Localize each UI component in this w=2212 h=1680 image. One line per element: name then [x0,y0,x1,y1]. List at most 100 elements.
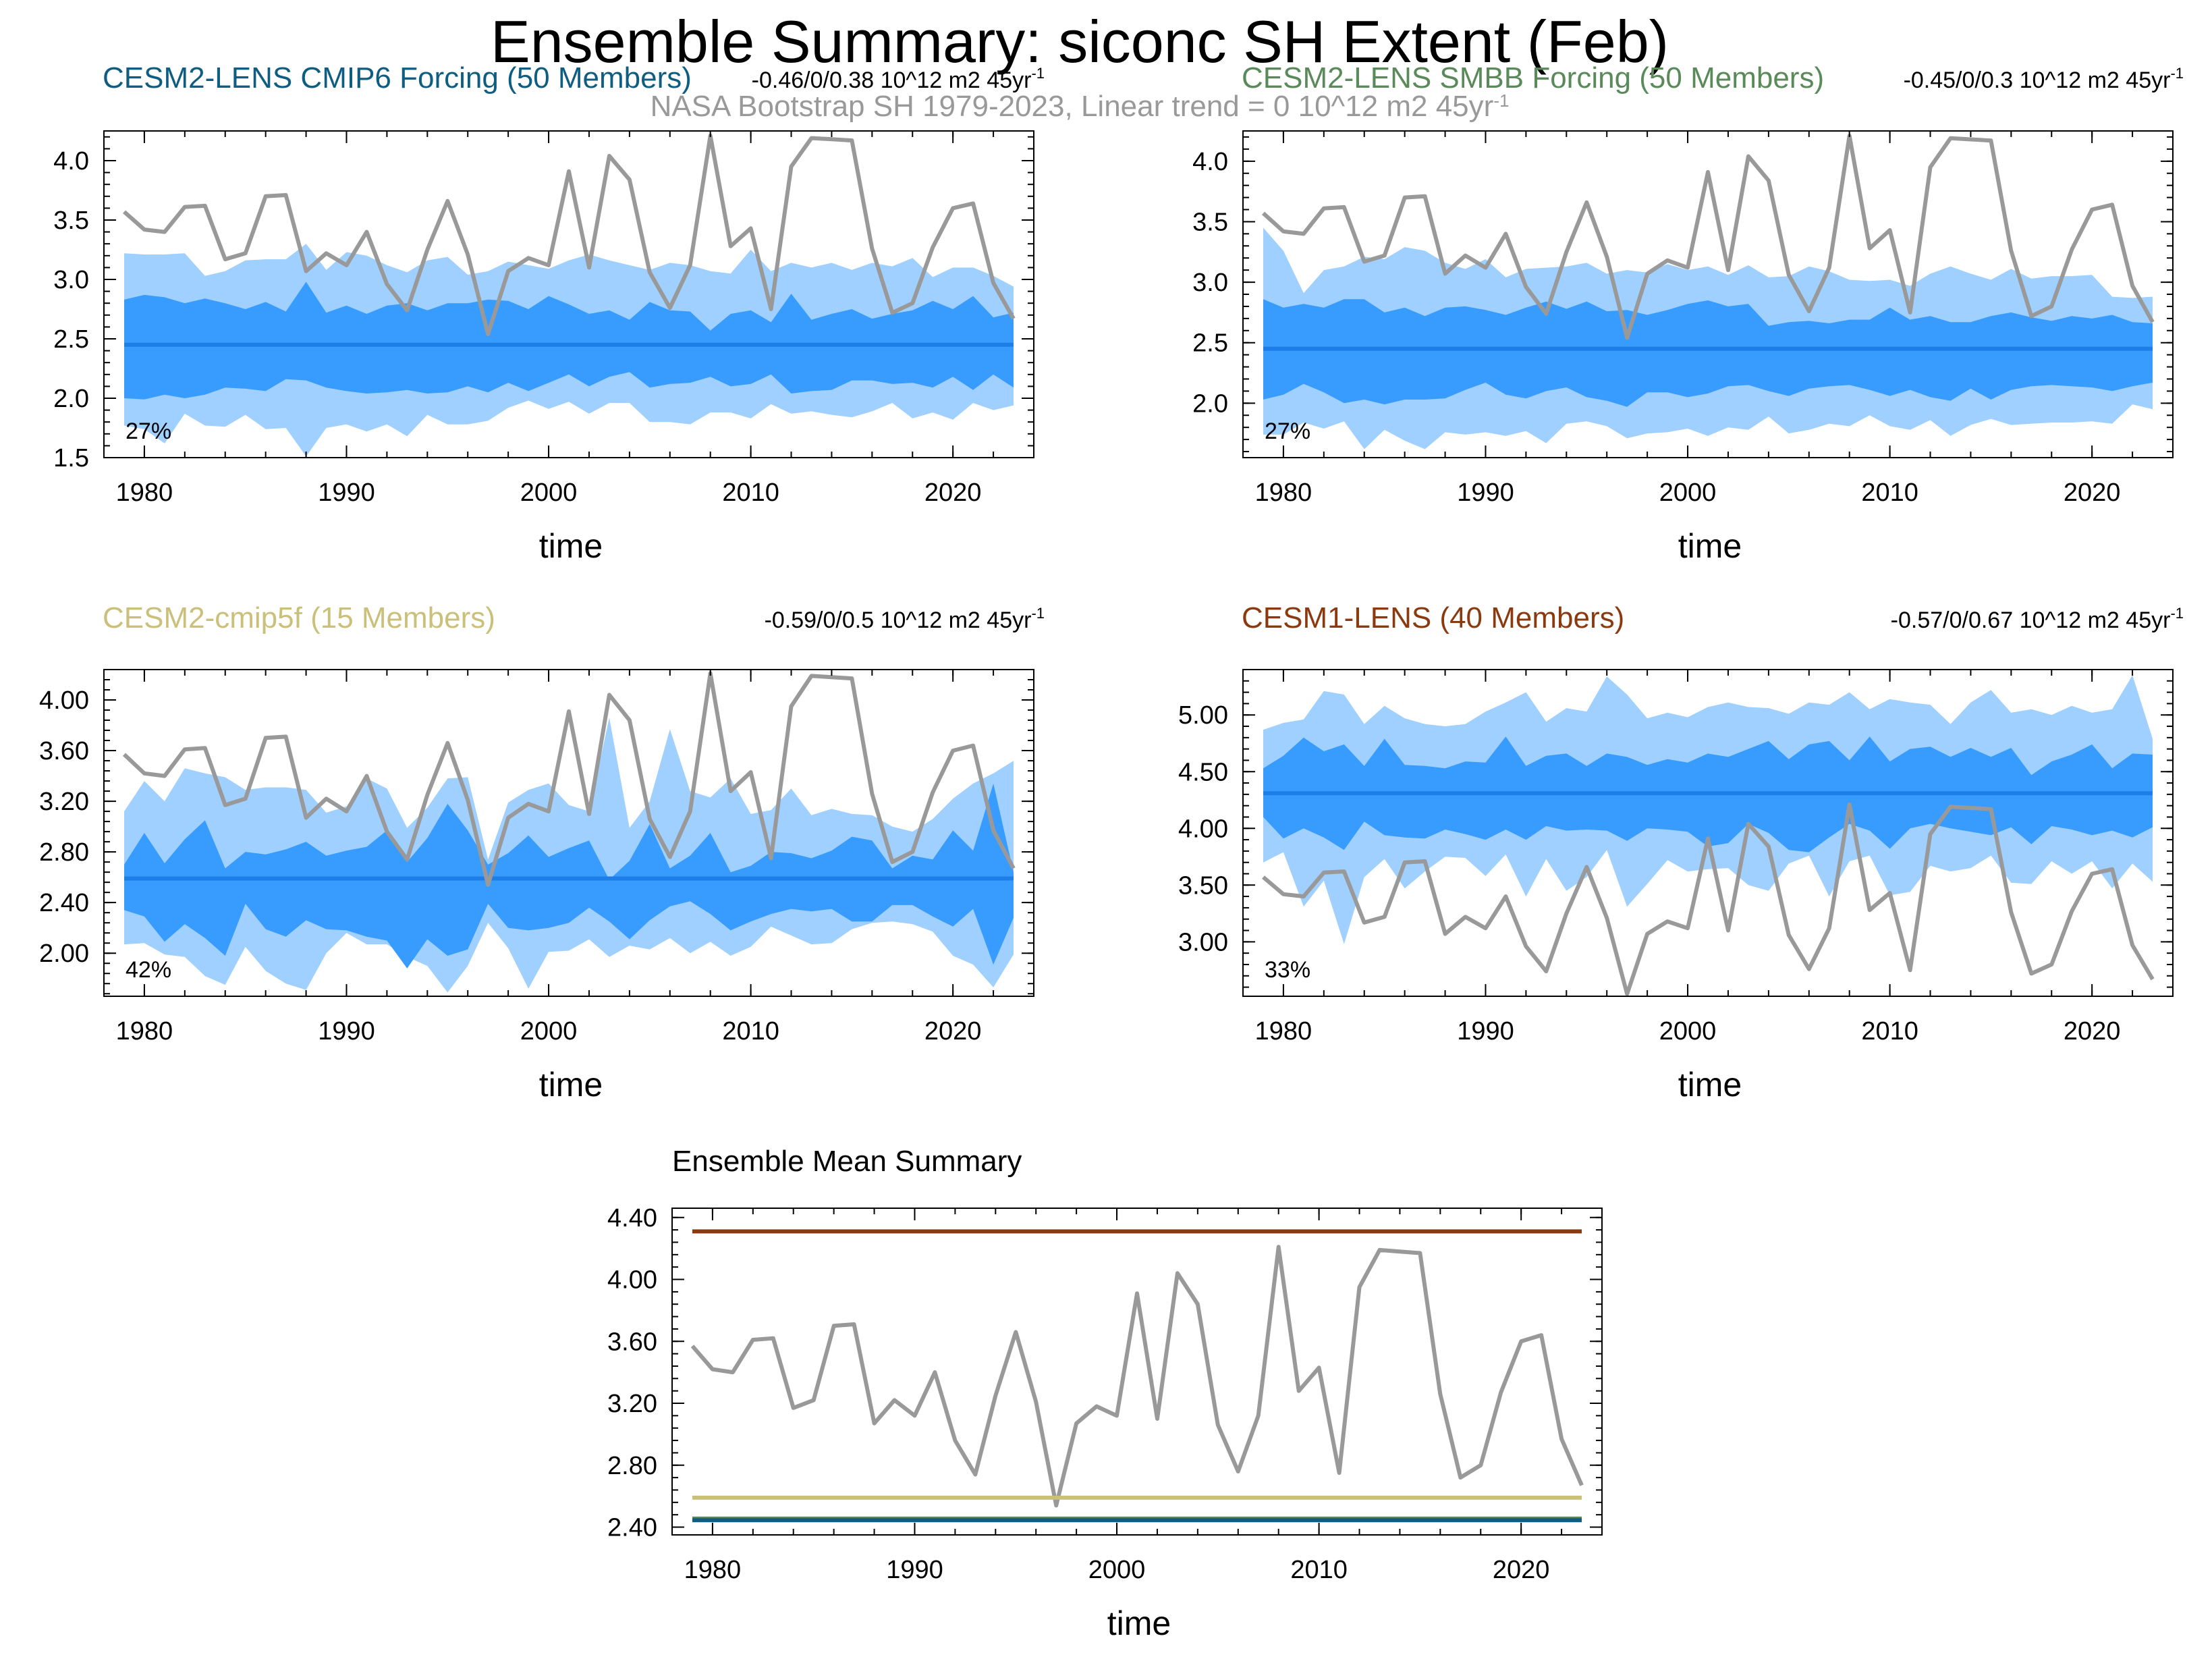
plot-area [122,671,1016,993]
percent-label: 27% [1265,418,1310,444]
x-tick-label: 2000 [1659,1017,1717,1046]
percent-label: 27% [126,418,171,444]
axis-ticks [103,670,1034,996]
main-title: Ensemble Summary: siconc SH Extent (Feb) [491,8,1669,75]
y-tick-label: 3.0 [53,266,89,294]
x-axis-label: time [1678,527,1742,565]
x-tick-label: 1980 [684,1556,742,1584]
y-tick-label: 5.00 [1178,701,1228,730]
chart-panel-3: 1980 1990 2000 2010 2020 2.00 2.40 2.80 3.20 3.60… [39,601,1045,1104]
y-tick-label: 1.5 [53,444,89,472]
x-axis-label: time [1107,1604,1171,1642]
x-tick-label: 2010 [722,1017,779,1046]
y-tick-label: 4.00 [607,1266,657,1295]
trend-label: -0.59/0/0.5 10^12 m2 45yr-1 [765,605,1045,633]
plot-frame [671,1208,1603,1536]
panel-title: CESM1-LENS (40 Members) [1242,601,1624,634]
observations-subtitle: NASA Bootstrap SH 1979-2023, Linear tren… [651,90,1510,123]
axis-ticks [1242,669,2174,996]
y-tick-label: 3.50 [1178,871,1228,900]
x-tick-label: 2010 [1861,479,1918,507]
panel-title: Ensemble Mean Summary [672,1145,1022,1178]
series-line-1 [690,1245,1584,1508]
observations-line [123,134,1016,336]
observations-line [122,671,1016,887]
plot-area [1262,675,2155,996]
x-axis-label: time [1678,1066,1742,1104]
x-tick-label: 1990 [1457,479,1514,507]
y-tick-label: 2.0 [53,385,89,413]
x-tick-label: 2020 [2064,1017,2121,1046]
x-tick-label: 2000 [1088,1556,1146,1584]
x-tick-label: 2020 [2064,479,2121,507]
panel-title: CESM2-LENS CMIP6 Forcing (50 Members) [103,61,692,94]
axis-ticks [1242,131,2174,458]
y-tick-label: 2.80 [39,838,89,867]
x-tick-label: 1990 [318,1017,375,1046]
x-tick-label: 2010 [1861,1017,1918,1046]
y-tick-label: 2.80 [607,1452,657,1480]
y-tick-label: 3.00 [1178,928,1228,956]
y-tick-label: 3.60 [39,737,89,765]
percent-label: 42% [126,957,171,983]
trend-label: -0.46/0/0.38 10^12 m2 45yr-1 [752,65,1045,93]
obs-trend-label: NASA Bootstrap SH 1979-2023, Linear tren… [651,90,1510,123]
x-tick-label: 1980 [116,1017,173,1046]
y-tick-label: 4.50 [1178,758,1228,786]
x-tick-label: 2010 [722,479,779,507]
observations-line [1261,134,2155,340]
y-tick-label: 3.5 [53,207,89,235]
x-tick-label: 2000 [520,1017,578,1046]
y-tick-label: 2.40 [39,889,89,917]
trend-label: -0.57/0/0.67 10^12 m2 45yr-1 [1891,605,2184,633]
y-tick-label: 2.5 [53,325,89,354]
x-tick-label: 1990 [318,479,375,507]
y-tick-label: 4.40 [607,1204,657,1232]
x-axis-label: time [539,527,603,565]
y-tick-label: 2.00 [39,940,89,968]
x-tick-label: 1980 [116,479,173,507]
chart-panel-4: 1980 1990 2000 2010 2020 3.00 3.50 4.00 4.50 5.00… [1178,601,2184,1104]
panel-title: CESM2-LENS SMBB Forcing (50 Members) [1242,61,1824,94]
x-tick-label: 1990 [886,1556,943,1584]
x-tick-label: 2000 [1659,479,1717,507]
y-tick-label: 3.20 [39,788,89,816]
inner-range-band [124,281,1014,400]
y-tick-label: 2.40 [607,1514,657,1542]
chart-panel-2: 1980 1990 2000 2010 2020 2.0 2.5 3.0 3.5 4.0 time C… [1192,61,2184,565]
y-tick-label: 3.0 [1192,269,1228,297]
y-tick-label: 2.5 [1192,329,1228,358]
y-tick-label: 3.5 [1192,208,1228,236]
y-tick-label: 4.00 [1178,815,1228,843]
axis-ticks [671,1208,1603,1535]
x-tick-label: 1980 [1255,479,1312,507]
plot-area [123,134,1016,457]
x-axis-label: time [539,1066,603,1104]
y-tick-label: 3.20 [607,1390,657,1418]
chart-panel-1: 1980 1990 2000 2010 2020 1.5 2.0 2.5 3.0 3.5 4.0 ti… [53,61,1045,565]
x-tick-label: 1980 [1255,1017,1312,1046]
x-tick-label: 2000 [520,479,578,507]
observations-line [1262,803,2155,996]
percent-label: 33% [1265,957,1310,983]
plot-frame [103,669,1034,997]
x-tick-label: 2020 [924,479,982,507]
trend-label: -0.45/0/0.3 10^12 m2 45yr-1 [1904,65,2184,93]
inner-range-band [1263,299,2153,407]
y-tick-label: 4.0 [53,147,89,175]
plot-area [1261,134,2155,450]
x-tick-label: 2020 [1493,1556,1550,1584]
inner-range-band [124,783,1014,969]
x-tick-label: 1990 [1457,1017,1514,1046]
plot-area [690,1229,1584,1523]
y-tick-label: 4.00 [39,686,89,715]
chart-panel-5: 1980 1990 2000 2010 2020 2.40 2.80 3.20 3.60 4.00… [607,1145,1603,1642]
x-tick-label: 2010 [1290,1556,1348,1584]
y-tick-label: 4.0 [1192,148,1228,176]
plot-frame [1242,669,2174,997]
y-tick-label: 2.0 [1192,389,1228,418]
x-tick-label: 2020 [924,1017,982,1046]
y-tick-label: 3.60 [607,1328,657,1356]
axis-ticks [103,131,1034,458]
